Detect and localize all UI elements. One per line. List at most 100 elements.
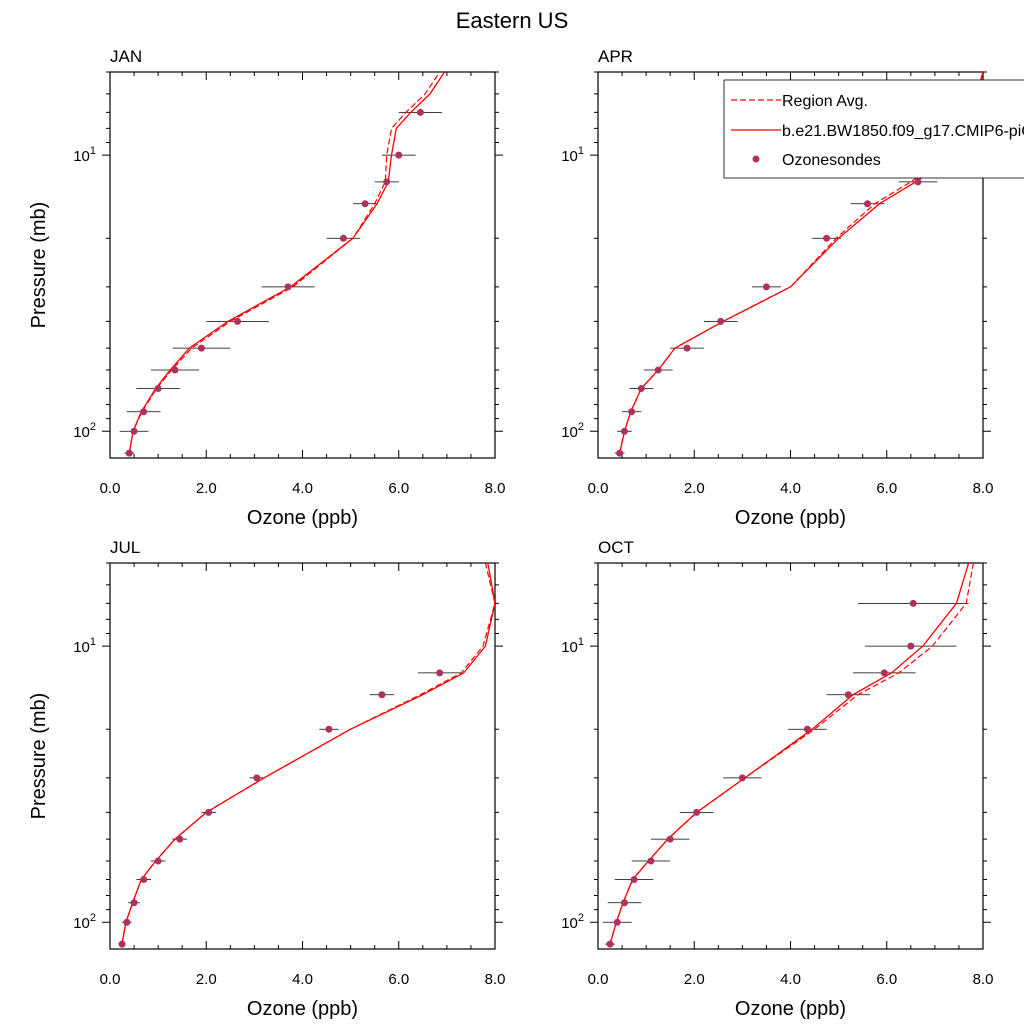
x-axis-label: Ozone (ppb) [735,507,846,529]
obs-point [630,875,638,883]
obs-point [628,408,636,416]
figure-title: Eastern US [456,8,569,33]
x-tick-label: 4.0 [292,971,313,988]
legend-obs-marker [752,155,760,163]
model-line [609,563,970,945]
obs-point [130,427,138,435]
obs-point [205,808,213,816]
obs-point [637,384,645,392]
y-axis-label: Pressure (mb) [28,693,50,820]
x-tick-label: 2.0 [196,971,217,988]
x-tick-label: 6.0 [876,971,897,988]
panels: 0.0 2.0 4.0 6.0 8.0 101 102 JAN Ozone (ppb) Press… [28,47,993,1020]
obs-point [823,234,831,242]
obs-point [325,725,333,733]
obs-point [123,918,131,926]
model-line [121,563,495,945]
obs-point [130,899,138,907]
obs-point [154,857,162,865]
panel-title: JUL [110,538,140,557]
obs-point [613,918,621,926]
y-tick-label: 101 [73,145,96,165]
panel-oct: 0.0 2.0 4.0 6.0 8.0 101 102 OCT Ozone (ppb) [561,538,993,1020]
x-tick-label: 2.0 [684,971,705,988]
obs-point [125,449,133,457]
region-avg-line [609,563,974,945]
obs-point [803,725,811,733]
x-tick-label: 6.0 [388,480,409,497]
obs-point [395,151,403,159]
x-tick-label: 0.0 [588,480,609,497]
obs-point [606,940,614,948]
plot-area [118,563,495,948]
obs-point [436,669,444,677]
obs-point [620,899,628,907]
legend-region-label: Region Avg. [782,93,868,110]
panel-jul: 0.0 2.0 4.0 6.0 8.0 101 102 JUL Ozone (ppb) Press… [28,538,505,1020]
obs-point [197,344,205,352]
region-avg-line [128,72,441,454]
x-tick-label: 4.0 [780,480,801,497]
x-tick-label: 8.0 [973,971,994,988]
obs-point [176,835,184,843]
obs-point [234,317,242,325]
x-tick-label: 4.0 [780,971,801,988]
y-axis-label: Pressure (mb) [28,202,50,329]
obs-point [118,940,126,948]
plot-area [602,563,974,948]
obs-point [864,200,871,208]
obs-point [666,835,674,843]
legend-box [723,79,1024,179]
panel-title: APR [598,47,633,66]
obs-point [620,427,628,435]
obs-point [880,669,888,677]
plot-area [119,72,446,457]
obs-point [616,449,624,457]
obs-point [284,283,292,291]
model-line [128,72,446,454]
y-tick-label: 102 [73,912,96,932]
obs-point [378,691,386,699]
x-axis-label: Ozone (ppb) [735,998,846,1020]
x-tick-label: 6.0 [876,480,897,497]
obs-point [140,408,148,416]
panel-jan: 0.0 2.0 4.0 6.0 8.0 101 102 JAN Ozone (ppb) Press… [28,47,505,529]
y-tick-label: 101 [561,636,584,656]
legend: Region Avg. b.e21.BW1850.f09_g17.CMIP6-p… [723,79,1024,179]
obs-point [654,366,662,374]
obs-point [693,808,701,816]
obs-point [717,317,725,325]
obs-point [140,875,148,883]
x-tick-label: 8.0 [973,480,994,497]
y-tick-label: 101 [73,636,96,656]
y-tick-label: 102 [561,912,584,932]
obs-point [909,599,917,607]
obs-point [647,857,655,865]
x-axis-label: Ozone (ppb) [247,507,358,529]
y-tick-label: 102 [561,421,584,441]
x-tick-label: 8.0 [485,480,506,497]
obs-point [154,384,162,392]
panel-title: JAN [110,47,142,66]
obs-point [339,234,347,242]
plot-frame [109,71,496,459]
panel-title: OCT [598,538,634,557]
x-tick-label: 6.0 [388,971,409,988]
obs-point [914,178,922,186]
legend-obs-label: Ozonesondes [782,152,881,169]
plot-frame [597,562,984,950]
obs-point [683,344,691,352]
obs-point [738,774,746,782]
x-tick-label: 2.0 [684,480,705,497]
x-tick-label: 4.0 [292,480,313,497]
obs-point [361,200,369,208]
obs-point [762,283,770,291]
x-tick-label: 8.0 [485,971,506,988]
x-axis-label: Ozone (ppb) [247,998,358,1020]
obs-point [416,108,424,116]
x-tick-label: 2.0 [196,480,217,497]
x-tick-label: 0.0 [100,971,121,988]
obs-point [844,691,852,699]
obs-point [171,366,179,374]
